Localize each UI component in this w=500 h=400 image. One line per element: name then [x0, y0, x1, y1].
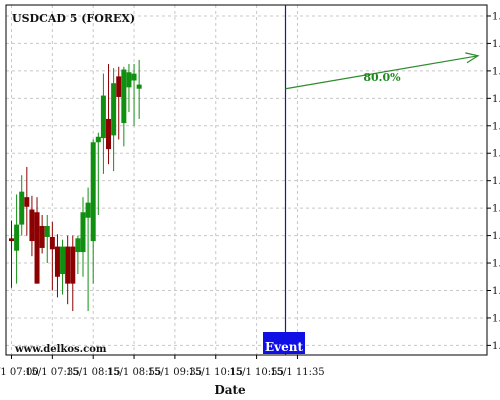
candle — [85, 187, 91, 312]
y-axis: 1.3051 1.3053 1.3055 1.3057 1.3059 1.3061 1.30… — [487, 11, 500, 352]
candle-body — [131, 73, 137, 81]
y-tick-label: 1.3071 — [492, 66, 500, 77]
candles — [9, 59, 142, 312]
candle — [29, 195, 35, 257]
forecast-arrowhead — [465, 52, 480, 64]
y-tick-label: 1.3063 — [492, 176, 500, 187]
x-tick-label: 15/1 07:00 — [0, 367, 39, 378]
candle — [121, 66, 127, 147]
candle — [100, 73, 106, 174]
x-tick-label: 15/1 11:35 — [270, 367, 324, 378]
chart-title: USDCAD 5 (FOREX) — [12, 12, 135, 25]
y-tick-label: 1.3055 — [492, 286, 500, 297]
candle — [111, 68, 117, 172]
candle — [34, 197, 40, 284]
candle — [9, 220, 14, 288]
candle — [39, 215, 45, 254]
candle-body — [111, 83, 117, 136]
candle — [54, 234, 60, 298]
y-tick-label: 1.3051 — [492, 341, 500, 352]
y-tick-label: 1.3057 — [492, 259, 500, 270]
candle — [126, 64, 132, 113]
candle-body — [24, 197, 30, 207]
x-tick-label: 15/1 08:55 — [107, 367, 161, 378]
candle — [116, 66, 122, 140]
candle-body — [39, 225, 45, 248]
y-tick-label: 1.3067 — [492, 121, 500, 132]
forecast-line — [285, 55, 479, 90]
y-tick-label: 1.3059 — [492, 231, 500, 242]
candle-body — [75, 238, 81, 253]
x-tick-label: 15/1 10:15 — [189, 367, 243, 378]
candle-body — [60, 246, 66, 275]
candle — [49, 221, 55, 291]
candle — [95, 132, 101, 215]
candle — [75, 235, 81, 275]
candle-body — [116, 76, 122, 97]
candle — [90, 139, 96, 284]
watermark: www.delkos.com — [14, 344, 107, 355]
candle-body — [44, 225, 50, 237]
x-tick-label: 15/1 08:15 — [66, 367, 120, 378]
x-tick-label: 15/1 09:35 — [148, 367, 202, 378]
candle-body — [49, 236, 55, 250]
candle-body — [106, 118, 112, 150]
candle — [14, 194, 20, 284]
candle-body — [19, 191, 25, 225]
candle — [60, 239, 66, 295]
forecast-percent: 80.0% — [363, 71, 401, 84]
candle — [70, 235, 76, 312]
candle-body — [70, 246, 76, 284]
event-box — [263, 332, 305, 354]
candle-body — [54, 246, 60, 277]
x-tick-label: 15/1 07:35 — [25, 367, 79, 378]
x-axis-label: Date — [214, 383, 246, 397]
candle — [131, 64, 137, 126]
candle — [106, 64, 112, 165]
candle-body — [100, 95, 106, 139]
candle — [44, 215, 50, 264]
candle — [65, 235, 71, 305]
event-label: Event — [265, 340, 303, 354]
y-tick-label: 1.3075 — [492, 11, 500, 22]
plot-frame — [5, 4, 488, 356]
candle — [19, 175, 25, 236]
candle-body — [85, 202, 91, 218]
candle-body — [9, 238, 14, 242]
x-tick-label: 15/1 10:55 — [229, 367, 283, 378]
candle-body — [121, 69, 127, 124]
y-tick-label: 1.3069 — [492, 94, 500, 105]
candle — [80, 197, 86, 277]
candle-body — [14, 224, 20, 251]
candle-body — [126, 72, 132, 88]
candle-body — [29, 209, 35, 242]
y-tick-label: 1.3053 — [492, 313, 500, 324]
candle-body — [34, 212, 40, 284]
y-tick-label: 1.3073 — [492, 39, 500, 50]
forecast-arrow: 80.0% — [285, 52, 480, 90]
candle — [136, 59, 142, 119]
y-tick-label: 1.3061 — [492, 204, 500, 215]
candle-body — [65, 246, 71, 284]
candle-body — [95, 136, 101, 143]
y-tick-label: 1.3065 — [492, 149, 500, 160]
candle-body — [136, 84, 142, 89]
candle-body — [80, 212, 86, 253]
event-marker: Event — [263, 5, 305, 355]
chart-grid — [6, 5, 487, 355]
candle-body — [90, 142, 96, 242]
candle — [24, 166, 30, 236]
